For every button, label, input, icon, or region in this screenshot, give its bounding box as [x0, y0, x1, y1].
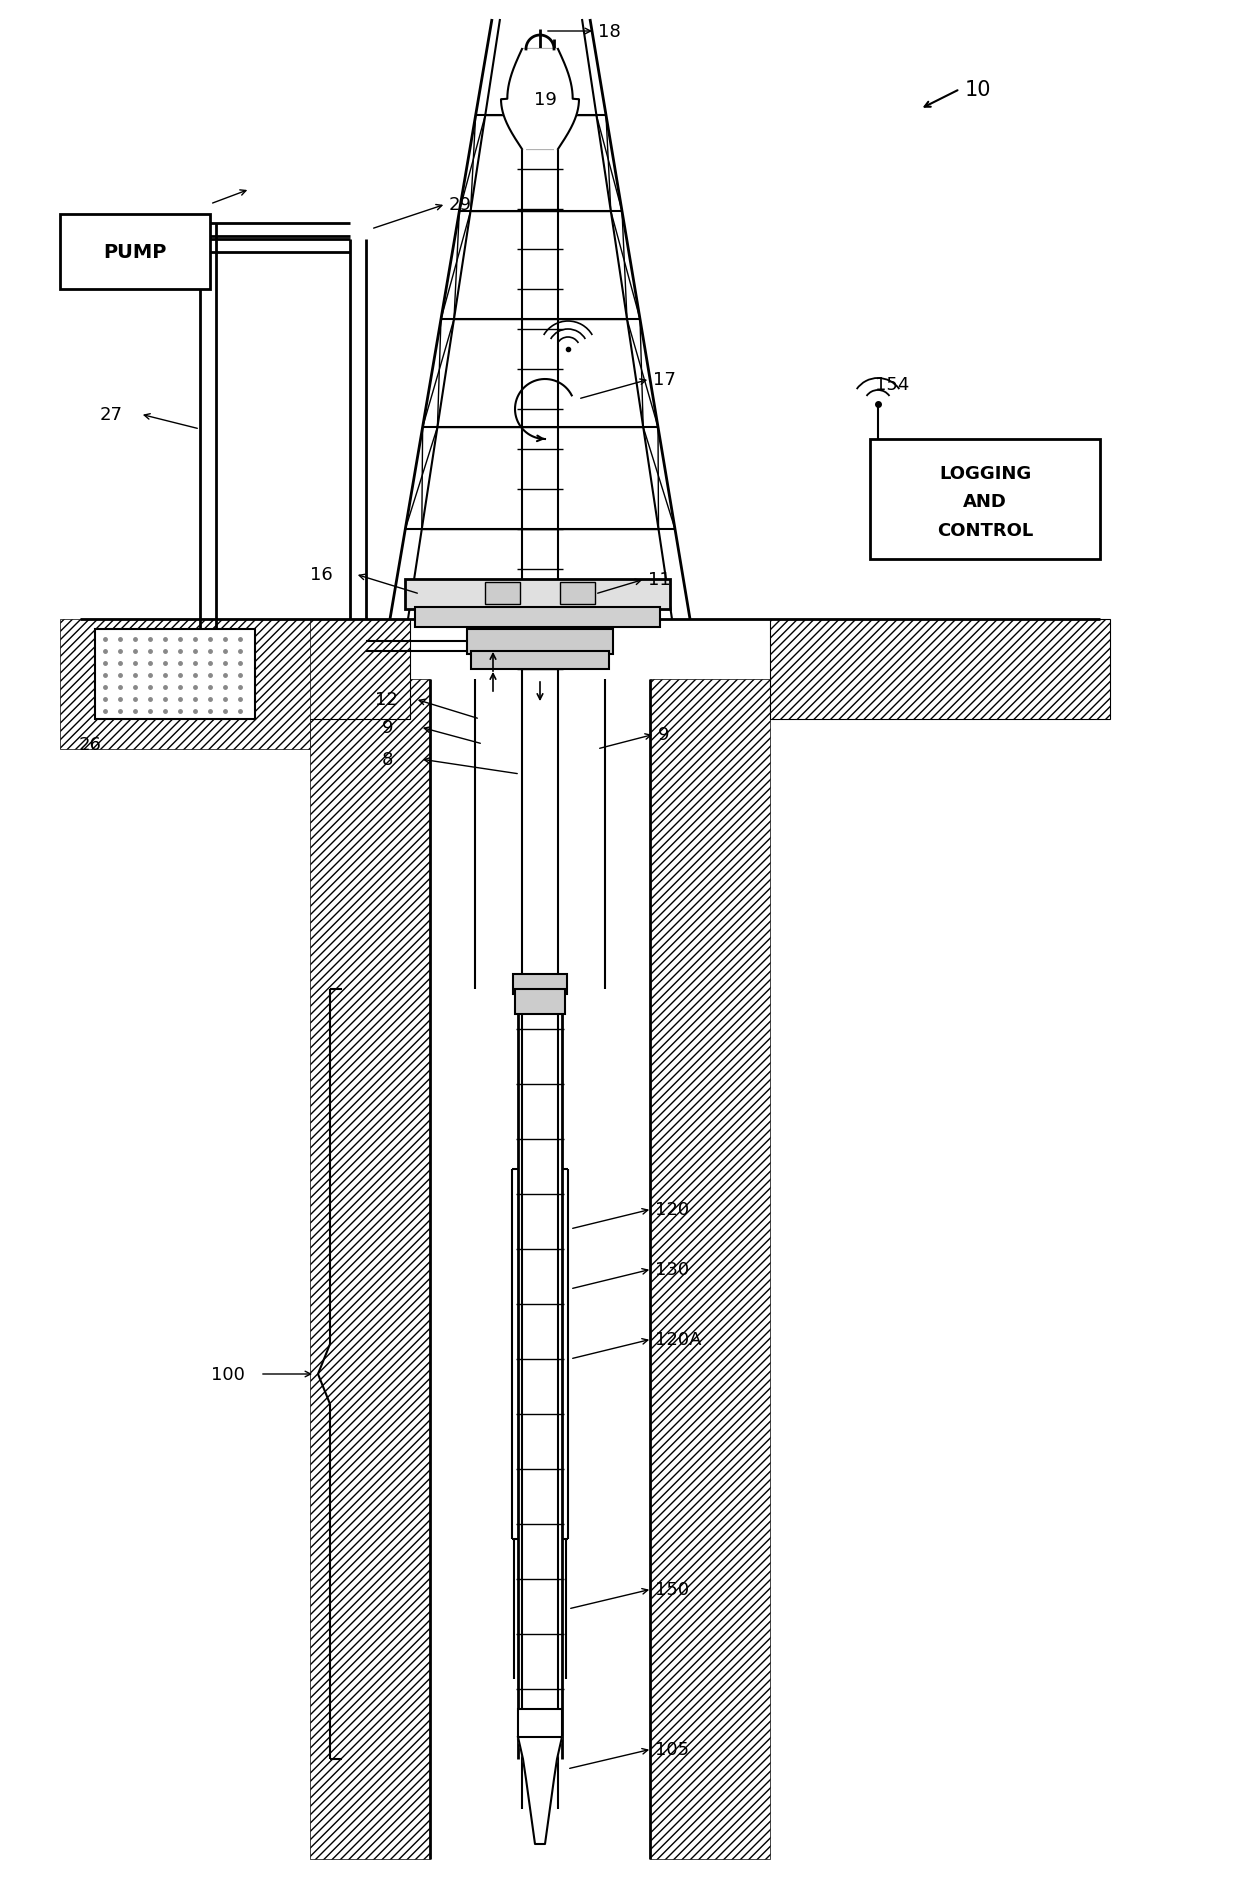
- Bar: [310, 680, 430, 1859]
- Text: 18: 18: [598, 23, 621, 42]
- Polygon shape: [501, 49, 579, 149]
- Bar: [60, 620, 310, 750]
- Text: CONTROL: CONTROL: [937, 521, 1033, 540]
- Bar: [513, 975, 567, 994]
- Bar: [870, 440, 1100, 559]
- Text: 16: 16: [310, 565, 332, 584]
- Bar: [471, 652, 609, 669]
- Text: 11: 11: [649, 570, 671, 589]
- Text: 19: 19: [533, 91, 557, 110]
- Text: 154: 154: [875, 376, 909, 393]
- Bar: [770, 620, 1110, 720]
- Text: 120: 120: [655, 1200, 689, 1218]
- Text: 120A: 120A: [655, 1330, 702, 1349]
- Text: 105: 105: [655, 1740, 689, 1759]
- Bar: [485, 582, 520, 604]
- Bar: [650, 680, 770, 1859]
- Text: 130: 130: [655, 1260, 689, 1279]
- Text: 29: 29: [449, 196, 472, 213]
- Text: 8: 8: [382, 750, 393, 769]
- Text: 150: 150: [655, 1581, 689, 1598]
- Bar: [81, 620, 410, 720]
- Text: 9: 9: [382, 718, 393, 737]
- Bar: [467, 629, 613, 655]
- Text: LOGGING: LOGGING: [939, 465, 1032, 482]
- Bar: [60, 215, 210, 289]
- Text: PUMP: PUMP: [103, 244, 166, 263]
- Bar: [515, 990, 565, 1014]
- Polygon shape: [518, 1738, 562, 1844]
- Text: 9: 9: [658, 725, 670, 744]
- Bar: [415, 608, 660, 627]
- Text: 12: 12: [374, 691, 398, 708]
- Text: 17: 17: [653, 370, 676, 389]
- Bar: [518, 1710, 562, 1740]
- Bar: [405, 580, 670, 610]
- Text: 27: 27: [100, 406, 123, 423]
- Bar: [95, 629, 255, 720]
- Text: 100: 100: [211, 1366, 246, 1383]
- Bar: [560, 582, 595, 604]
- Text: 26: 26: [78, 735, 102, 754]
- Text: 10: 10: [965, 79, 992, 100]
- Text: AND: AND: [963, 493, 1007, 512]
